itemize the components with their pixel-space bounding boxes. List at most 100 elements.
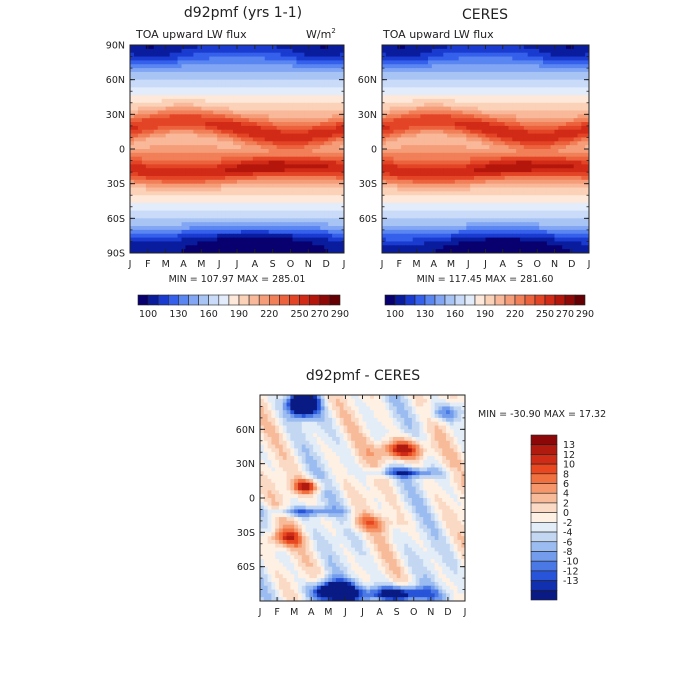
field-cell: [177, 71, 183, 77]
field-cell: [304, 222, 309, 227]
field-cell: [485, 102, 490, 108]
field-cell: [543, 83, 548, 88]
field-cell: [264, 222, 270, 227]
x-tick-label: D: [323, 259, 330, 270]
field-cell: [221, 133, 226, 139]
field-cell: [221, 71, 226, 77]
field-cell: [451, 106, 456, 112]
field-cell: [428, 149, 433, 154]
field-cell: [439, 106, 444, 112]
field-cell: [573, 118, 579, 123]
field-cell: [431, 83, 437, 88]
field-cell: [474, 152, 479, 158]
field-cell: [581, 137, 586, 142]
field-cell: [562, 95, 567, 100]
field-cell: [573, 71, 579, 77]
field-cell: [248, 75, 254, 81]
field-cell: [244, 98, 250, 104]
field-cell: [500, 114, 506, 119]
field-cell: [280, 48, 286, 54]
field-cell: [554, 172, 559, 177]
field-cell: [531, 102, 536, 108]
field-cell: [466, 122, 471, 127]
field-cell: [260, 183, 266, 189]
field-cell: [181, 195, 187, 200]
field-cell: [185, 191, 191, 196]
field-cell: [130, 226, 135, 231]
field-cell: [145, 218, 151, 223]
field-cell: [546, 102, 552, 108]
field-cell: [145, 172, 151, 177]
field-cell: [145, 52, 151, 58]
field-cell: [165, 145, 171, 150]
field-cell: [284, 56, 290, 62]
field-cell: [169, 75, 175, 81]
field-cell: [573, 91, 579, 96]
field-cell: [130, 183, 135, 189]
field-cell: [393, 68, 398, 73]
field-cell: [225, 237, 230, 243]
field-cell: [416, 179, 421, 185]
field-cell: [470, 64, 475, 69]
field-cell: [130, 206, 135, 212]
field-cell: [489, 91, 494, 96]
field-cell: [539, 64, 544, 69]
field-cell: [316, 195, 321, 200]
field-cell: [412, 175, 418, 181]
field-cell: [233, 60, 238, 65]
field-cell: [201, 249, 206, 253]
field-cell: [177, 229, 183, 235]
panel-model: d92pmf (yrs 1-1) TOA upward LW flux W/m2…: [106, 5, 349, 320]
field-cell: [205, 114, 210, 119]
field-cell: [280, 199, 286, 204]
field-cell: [233, 164, 238, 169]
field-cell: [288, 210, 294, 216]
field-cell: [288, 168, 294, 173]
field-cell: [481, 52, 487, 58]
field-cell: [447, 91, 452, 96]
field-cell: [157, 106, 163, 112]
field-cell: [408, 172, 414, 177]
field-cell: [217, 145, 222, 150]
field-cell: [523, 106, 529, 112]
field-cell: [474, 156, 479, 162]
field-cell: [308, 129, 313, 135]
field-cell: [489, 129, 494, 135]
field-cell: [320, 56, 325, 62]
field-cell: [201, 110, 206, 115]
field-cell: [276, 164, 282, 169]
field-cell: [193, 68, 198, 73]
field-cell: [520, 87, 525, 92]
field-cell: [324, 145, 329, 150]
field-cell: [489, 68, 494, 73]
field-cell: [229, 233, 234, 239]
field-cell: [181, 71, 187, 77]
field-cell: [233, 114, 238, 119]
field-cell: [268, 95, 274, 100]
field-cell: [454, 83, 460, 88]
field-cell: [292, 64, 298, 69]
field-cell: [577, 118, 582, 123]
field-cell: [405, 133, 410, 139]
field-cell: [276, 199, 282, 204]
field-cell: [420, 122, 425, 127]
field-cell: [260, 137, 266, 142]
field-cell: [385, 106, 391, 112]
field-cell: [233, 152, 238, 158]
field-cell: [217, 75, 222, 81]
field-cell: [197, 83, 202, 88]
field-cell: [213, 141, 218, 146]
field-cell: [397, 75, 402, 81]
field-cell: [470, 137, 475, 142]
field-cell: [504, 106, 510, 112]
field-cell: [157, 137, 163, 142]
field-cell: [527, 60, 533, 65]
field-cell: [248, 110, 254, 115]
field-cell: [416, 133, 421, 139]
field-cell: [527, 106, 533, 112]
field-cell: [527, 79, 533, 85]
field-cell: [470, 71, 475, 77]
field-cell: [497, 52, 502, 58]
field-cell: [165, 52, 171, 58]
field-cell: [244, 187, 250, 192]
